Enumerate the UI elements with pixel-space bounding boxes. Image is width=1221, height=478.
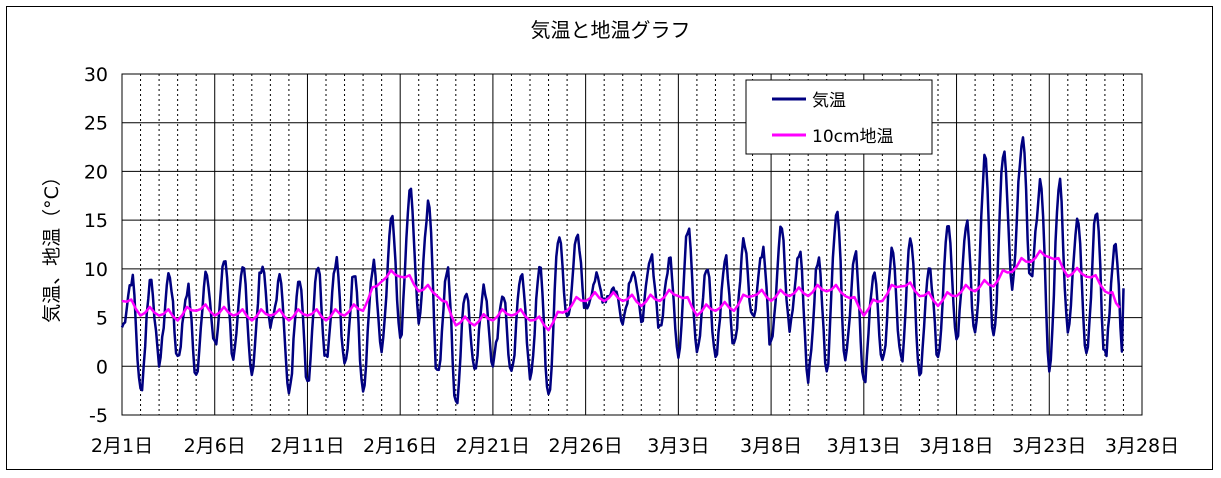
x-tick-label: 3月23日 — [1012, 435, 1086, 457]
series-group — [120, 136, 1125, 405]
legend-box — [745, 79, 933, 155]
y-tick-label: 15 — [84, 210, 108, 232]
x-tick-label: 2月26日 — [549, 435, 623, 457]
y-tick-label: 10 — [84, 259, 108, 281]
legend-label-soil-temp: 10cm地温 — [812, 127, 894, 147]
y-tick-label: 20 — [84, 161, 108, 183]
legend: 気温 10cm地温 — [745, 79, 933, 155]
x-tick-label: 3月8日 — [740, 435, 802, 457]
y-tick-label: 25 — [84, 113, 108, 135]
legend-label-air-temp: 気温 — [812, 91, 846, 111]
y-axis-label: 気温、地温（°C） — [41, 167, 63, 323]
series-line-air-temp — [120, 136, 1125, 405]
y-axis-ticks: -5 0 5 10 15 20 25 30 — [84, 64, 108, 427]
series-line-soil-temp — [121, 249, 1121, 332]
x-tick-label: 3月13日 — [827, 435, 901, 457]
x-axis-ticks: 2月1日 2月6日 2月11日 2月16日 2月21日 2月26日 3月3日 3月8日 3月13… — [91, 435, 1179, 457]
x-tick-label: 3月28日 — [1105, 435, 1179, 457]
x-tick-label: 2月1日 — [91, 435, 153, 457]
y-tick-label: 30 — [84, 64, 108, 86]
x-tick-label: 2月21日 — [456, 435, 530, 457]
minor-gridlines — [140, 74, 1124, 415]
x-tick-label: 2月6日 — [184, 435, 246, 457]
y-tick-label: -5 — [89, 405, 108, 427]
x-tick-label: 2月11日 — [270, 435, 344, 457]
x-tick-label: 3月18日 — [919, 435, 993, 457]
y-tick-label: 0 — [96, 356, 108, 378]
chart-title: 気温と地温グラフ — [530, 18, 691, 42]
x-tick-label: 3月3日 — [647, 435, 709, 457]
y-tick-label: 5 — [96, 308, 108, 330]
x-tick-label: 2月16日 — [363, 435, 437, 457]
